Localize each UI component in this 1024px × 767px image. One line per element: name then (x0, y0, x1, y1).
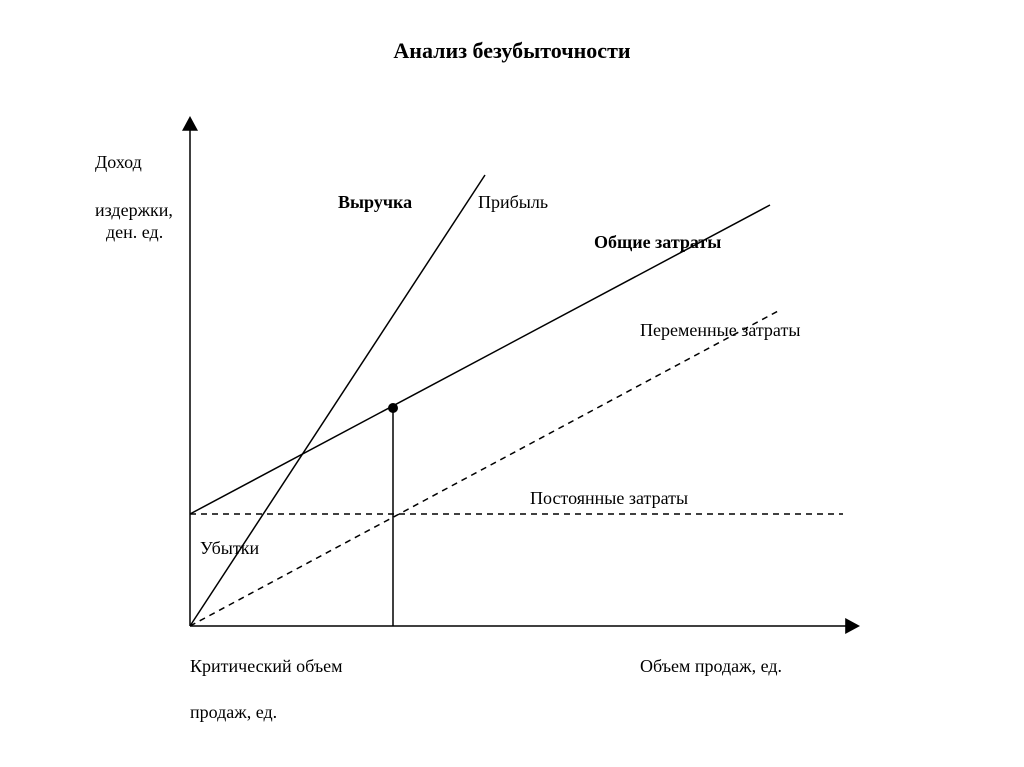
label-revenue: Выручка (338, 192, 412, 213)
label-total_costs: Общие затраты (594, 232, 721, 253)
label-profit: Прибыль (478, 192, 548, 213)
label-crit_1: Критический объем (190, 656, 343, 677)
label-y_axis_3: ден. ед. (106, 222, 163, 243)
breakeven-chart (0, 0, 1024, 767)
label-fixed_costs: Постоянные затраты (530, 488, 688, 509)
label-losses: Убытки (200, 538, 259, 559)
label-y_axis_1: Доход (95, 152, 142, 173)
label-crit_2: продаж, ед. (190, 702, 277, 723)
label-y_axis_2: издержки, (95, 200, 173, 221)
label-x_axis: Объем продаж, ед. (640, 656, 782, 677)
label-variable_costs: Переменные затраты (640, 320, 800, 341)
